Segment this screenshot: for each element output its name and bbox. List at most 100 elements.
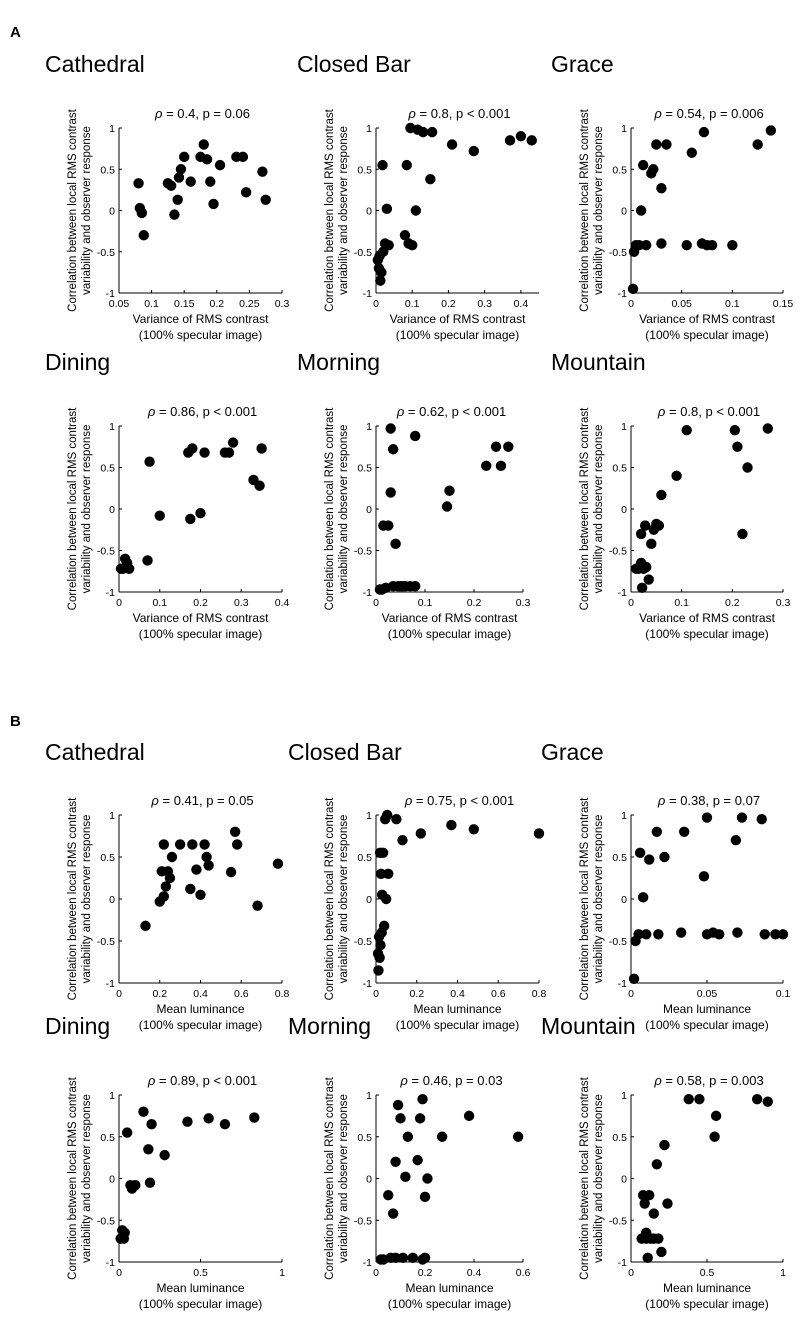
- chart-6-point: [187, 839, 198, 850]
- chart-7-xlabel: Mean luminance: [413, 1002, 501, 1016]
- chart-3-y-tick-label: 1: [109, 421, 115, 433]
- chart-7-xlabel-sub: (100% specular image): [396, 1018, 519, 1032]
- chart-3-point: [144, 456, 155, 467]
- chart-11-point: [694, 1093, 705, 1105]
- chart-6-xlabel: Mean luminance: [156, 1002, 244, 1016]
- chart-6-point: [160, 881, 172, 892]
- chart-8-x-tick-label: 0: [628, 988, 634, 1000]
- chart-0-point: [172, 194, 183, 205]
- chart-8-y-tick-label: 0.5: [612, 852, 627, 864]
- chart-9-point: [203, 1113, 214, 1124]
- chart-1-point: [417, 126, 429, 138]
- chart-7-ylabel: Correlation between local RMS contrast: [324, 797, 336, 1000]
- chart-7-x-tick-label: 0.4: [450, 988, 465, 1000]
- chart-0-point: [237, 151, 249, 163]
- chart-3-point: [185, 513, 196, 525]
- chart-2-rho-symbol: ρ: [653, 106, 662, 121]
- chart-3-point: [223, 447, 235, 458]
- chart-2-point: [641, 239, 652, 251]
- chart-6-point: [203, 860, 214, 871]
- chart-11-ylabel-sub: variability and observer response: [593, 1094, 605, 1263]
- chart-9-point: [144, 1177, 156, 1188]
- chart-7-stat-text: = 0.75, p < 0.001: [412, 793, 514, 808]
- chart-6-y-tick-label: 1: [109, 810, 115, 822]
- chart-8-y-tick-label: 0: [621, 894, 627, 906]
- chart-9-point: [146, 1119, 157, 1130]
- chart-5-xlabel-sub: (100% specular image): [645, 627, 768, 641]
- chart-1-point: [446, 139, 458, 150]
- chart-7-y-tick-label: 0: [366, 894, 372, 906]
- chart-11-point: [709, 1131, 720, 1142]
- chart-11-rho-symbol: ρ: [653, 1073, 662, 1088]
- chart-6-point: [231, 839, 243, 850]
- chart-6-y-tick-label: -0.5: [97, 936, 115, 948]
- chart-7-point: [375, 868, 387, 879]
- chart-10-point: [407, 1252, 418, 1264]
- chart-8-point: [770, 929, 781, 940]
- chart-7-point: [415, 828, 427, 839]
- chart-3-rho-symbol: ρ: [147, 404, 156, 419]
- chart-1-stat: ρ = 0.8, p < 0.001: [407, 106, 510, 121]
- chart-9-point: [138, 1106, 149, 1117]
- chart-4-stat-text: = 0.62, p < 0.001: [404, 404, 506, 419]
- chart-1-point: [425, 173, 436, 185]
- chart-8-point: [653, 929, 664, 940]
- chart-4-x-tick-label: 0.1: [418, 597, 433, 609]
- chart-0-point: [201, 154, 213, 165]
- chart-4-y-tick-label: 0.5: [357, 463, 372, 475]
- chart-3-x-tick-label: 0: [116, 597, 122, 609]
- chart-8-point: [732, 927, 743, 938]
- chart-4-point: [387, 444, 399, 455]
- chart-10-title: Morning: [288, 1013, 371, 1039]
- chart-9-point: [130, 1179, 141, 1191]
- chart-6-point: [195, 889, 206, 900]
- chart-10-point: [414, 1113, 426, 1124]
- chart-3-y-tick-label: 0.5: [100, 463, 115, 475]
- chart-0-point: [208, 198, 219, 210]
- chart-8-point: [637, 892, 649, 903]
- chart-11-point: [653, 1233, 664, 1244]
- chart-5-x-tick-label: 0.3: [776, 597, 791, 609]
- chart-3-y-tick-label: -1: [106, 587, 115, 599]
- chart-4-x-tick-label: 0.3: [516, 597, 531, 609]
- chart-1-ylabel: Correlation between local RMS contrast: [324, 108, 336, 311]
- chart-1-y-tick-label: 1: [366, 123, 372, 135]
- chart-0-xlabel-sub: (100% specular image): [139, 328, 262, 342]
- chart-6-point: [164, 872, 176, 884]
- chart-10-stat: ρ = 0.46, p = 0.03: [399, 1073, 502, 1088]
- chart-0-x-tick-label: 0.25: [239, 298, 260, 310]
- chart-8-xlabel-sub: (100% specular image): [645, 1018, 768, 1032]
- chart-9-point: [182, 1116, 193, 1127]
- chart-0-point: [214, 159, 226, 171]
- chart-10-xlabel: Mean luminance: [405, 1281, 493, 1295]
- chart-9-rho-symbol: ρ: [147, 1073, 156, 1088]
- chart-10-x-tick-label: 0.2: [418, 1267, 433, 1279]
- chart-11-y-tick-label: 0.5: [612, 1132, 627, 1144]
- chart-2-y-tick-label: 1: [621, 123, 627, 135]
- chart-5-stat-text: = 0.8, p < 0.001: [665, 404, 760, 419]
- chart-5-point: [656, 489, 667, 501]
- chart-11-y-tick-label: -1: [618, 1257, 627, 1269]
- chart-3-point: [227, 437, 239, 448]
- chart-8-point: [759, 929, 770, 940]
- chart-0-point: [240, 187, 252, 198]
- chart-5-point: [681, 424, 692, 436]
- chart-7-point: [391, 814, 402, 825]
- chart-6-point: [166, 851, 178, 863]
- chart-4-point: [410, 580, 421, 592]
- chart-1-point: [377, 159, 388, 171]
- chart-7-stat: ρ = 0.75, p < 0.001: [404, 793, 514, 808]
- chart-11-title: Mountain: [541, 1013, 636, 1039]
- chart-5-point: [671, 470, 682, 481]
- chart-1-point: [376, 267, 387, 278]
- chart-4-point: [490, 441, 502, 452]
- chart-2-ylabel: Correlation between local RMS contrast: [579, 108, 591, 311]
- chart-2-x-tick-label: 0.1: [725, 298, 740, 310]
- chart-1-y-tick-label: -0.5: [354, 247, 372, 259]
- chart-0-point: [179, 151, 190, 163]
- chart-6-point: [174, 839, 186, 850]
- chart-5-point: [639, 520, 651, 531]
- chart-11-point: [659, 1139, 670, 1151]
- chart-2-x-tick-label: 0.05: [671, 298, 692, 310]
- chart-5-point: [636, 582, 648, 594]
